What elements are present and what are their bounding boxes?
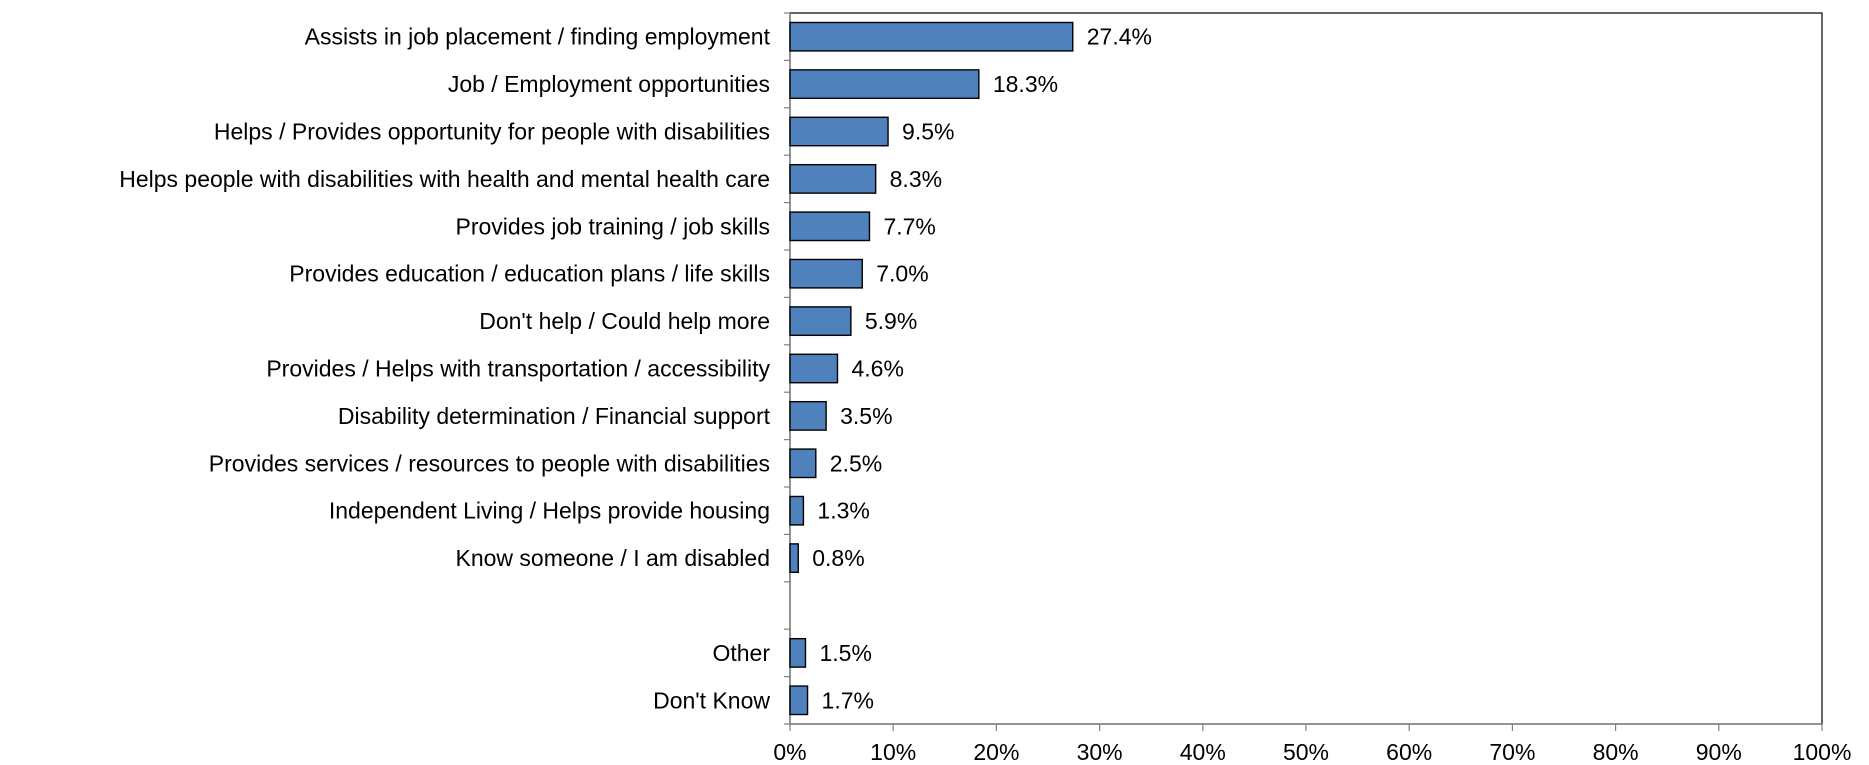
data-label: 1.5% [819,640,871,666]
bar [789,543,799,574]
category-label: Other [712,640,770,666]
data-label: 4.6% [851,356,903,382]
bars [789,21,1074,716]
category-label: Provides / Helps with transportation / a… [266,356,770,382]
category-label: Job / Employment opportunities [448,71,770,97]
bar [789,637,807,668]
x-tick-label: 50% [1283,739,1329,765]
bar [789,306,852,337]
category-label: Helps people with disabilities with heal… [119,166,770,192]
data-label: 18.3% [993,71,1058,97]
data-label: 1.3% [817,498,869,524]
bar [789,163,877,194]
data-label: 8.3% [890,166,942,192]
x-tick-label: 30% [1077,739,1123,765]
bar [789,258,863,289]
category-label: Don't Know [653,687,770,713]
x-tick-label: 40% [1180,739,1226,765]
category-label: Independent Living / Helps provide housi… [329,498,770,524]
bar [789,495,805,526]
data-label: 2.5% [830,450,882,476]
category-label: Provides services / resources to people … [209,450,770,476]
data-label: 5.9% [865,308,917,334]
bar [789,685,809,716]
x-tick-label: 80% [1593,739,1639,765]
data-label: 1.7% [822,687,874,713]
bar [789,400,827,431]
category-label: Don't help / Could help more [479,308,770,334]
bar [789,116,889,147]
bar [789,69,980,100]
labels: 0% 10% 20% 30% 40% 50% 60% 70% 80% 90% 100% Assists… [119,24,1851,765]
category-label: Provides job training / job skills [456,213,770,239]
x-tick-label: 100% [1793,739,1852,765]
x-tick-label: 0% [773,739,806,765]
category-label: Assists in job placement / finding emplo… [305,24,771,50]
data-label: 7.0% [876,261,928,287]
x-tick-label: 20% [973,739,1019,765]
data-label: 7.7% [883,213,935,239]
category-label: Disability determination / Financial sup… [338,403,771,429]
x-tick-label: 60% [1386,739,1432,765]
bar [789,448,817,479]
bar [789,211,871,242]
category-label: Helps / Provides opportunity for people … [214,119,770,145]
data-label: 9.5% [902,119,954,145]
x-tick-label: 10% [870,739,916,765]
category-label: Know someone / I am disabled [455,545,770,571]
bar [789,21,1074,52]
data-label: 3.5% [840,403,892,429]
category-label: Provides education / education plans / l… [289,261,770,287]
x-tick-label: 90% [1696,739,1742,765]
data-label: 0.8% [812,545,864,571]
bar [789,353,839,384]
x-tick-label: 70% [1489,739,1535,765]
data-label: 27.4% [1087,24,1152,50]
